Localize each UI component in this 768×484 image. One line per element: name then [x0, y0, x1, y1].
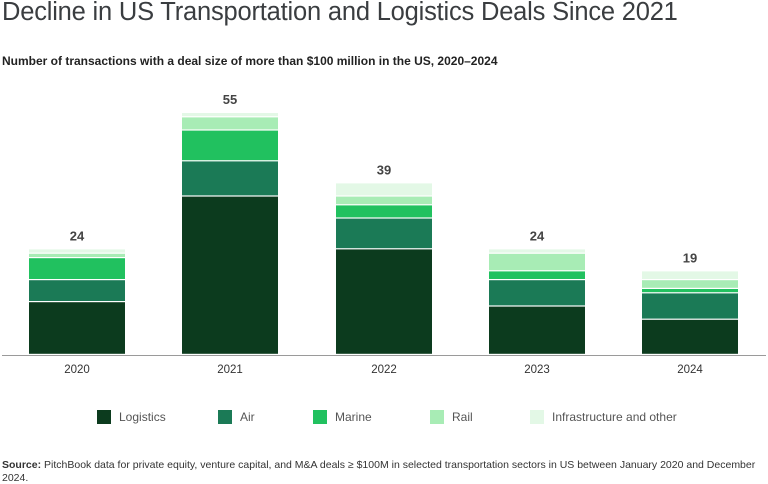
- bar-segment-air-2024: [642, 293, 738, 319]
- total-label-2023: 24: [530, 228, 545, 243]
- bar-segment-rail-2023: [489, 253, 585, 271]
- legend-label: Logistics: [119, 410, 166, 424]
- bar-segment-marine-2023: [489, 271, 585, 279]
- bar-segment-infrastructure-and-other-2022: [336, 183, 432, 196]
- x-tick-label-2020: 2020: [64, 364, 90, 376]
- stacked-bar-chart: 24 2020 55 2021 39 2022 24 2023 19 2024: [2, 92, 766, 376]
- bar-segment-infrastructure-and-other-2021: [182, 113, 278, 117]
- bar-segment-marine-2020: [29, 258, 125, 279]
- bar-segment-infrastructure-and-other-2023: [489, 249, 585, 253]
- legend-swatch: [313, 410, 327, 424]
- legend-swatch: [218, 410, 232, 424]
- bar-segment-marine-2024: [642, 289, 738, 293]
- total-label-2022: 39: [377, 162, 391, 177]
- x-tick-label-2022: 2022: [371, 364, 397, 376]
- source-label: Source:: [2, 459, 42, 471]
- total-label-2020: 24: [70, 228, 85, 243]
- bar-segment-infrastructure-and-other-2020: [29, 249, 125, 253]
- legend-item-marine: Marine: [313, 410, 372, 424]
- source-note: Source: PitchBook data for private equit…: [2, 459, 762, 484]
- source-text: PitchBook data for private equity, ventu…: [2, 459, 756, 484]
- bar-segment-logistics-2024: [642, 319, 738, 354]
- bar-segment-marine-2021: [182, 130, 278, 161]
- chart-subtitle: Number of transactions with a deal size …: [2, 54, 498, 68]
- chart-title: Decline in US Transportation and Logisti…: [2, 0, 678, 26]
- bar-segment-air-2021: [182, 161, 278, 196]
- legend-item-rail: Rail: [430, 410, 473, 424]
- x-tick-label-2024: 2024: [677, 364, 703, 376]
- legend-item-air: Air: [218, 410, 255, 424]
- legend-label: Air: [240, 410, 255, 424]
- chart-legend: Logistics Air Marine Rail Infrastructure and…: [0, 410, 768, 430]
- bar-segment-rail-2022: [336, 196, 432, 205]
- bar-segment-rail-2021: [182, 117, 278, 130]
- x-tick-label-2023: 2023: [524, 364, 550, 376]
- bar-segment-marine-2022: [336, 205, 432, 218]
- legend-label: Rail: [452, 410, 473, 424]
- legend-swatch: [97, 410, 111, 424]
- legend-item-infrastructure-and-other: Infrastructure and other: [530, 410, 677, 424]
- bar-segment-air-2023: [489, 280, 585, 306]
- x-tick-label-2021: 2021: [217, 364, 243, 376]
- total-label-2021: 55: [223, 92, 237, 107]
- bar-segment-logistics-2023: [489, 306, 585, 354]
- legend-item-logistics: Logistics: [97, 410, 166, 424]
- bar-segment-rail-2024: [642, 280, 738, 288]
- legend-swatch: [530, 410, 544, 424]
- bar-segment-air-2020: [29, 280, 125, 301]
- bar-segment-infrastructure-and-other-2024: [642, 271, 738, 279]
- bar-segment-air-2022: [336, 218, 432, 249]
- legend-label: Marine: [335, 410, 372, 424]
- bar-segment-rail-2020: [29, 253, 125, 257]
- bar-segment-logistics-2020: [29, 302, 125, 354]
- bar-segment-logistics-2022: [336, 249, 432, 354]
- total-label-2024: 19: [683, 250, 697, 265]
- bar-segment-logistics-2021: [182, 196, 278, 354]
- legend-swatch: [430, 410, 444, 424]
- legend-label: Infrastructure and other: [552, 410, 677, 424]
